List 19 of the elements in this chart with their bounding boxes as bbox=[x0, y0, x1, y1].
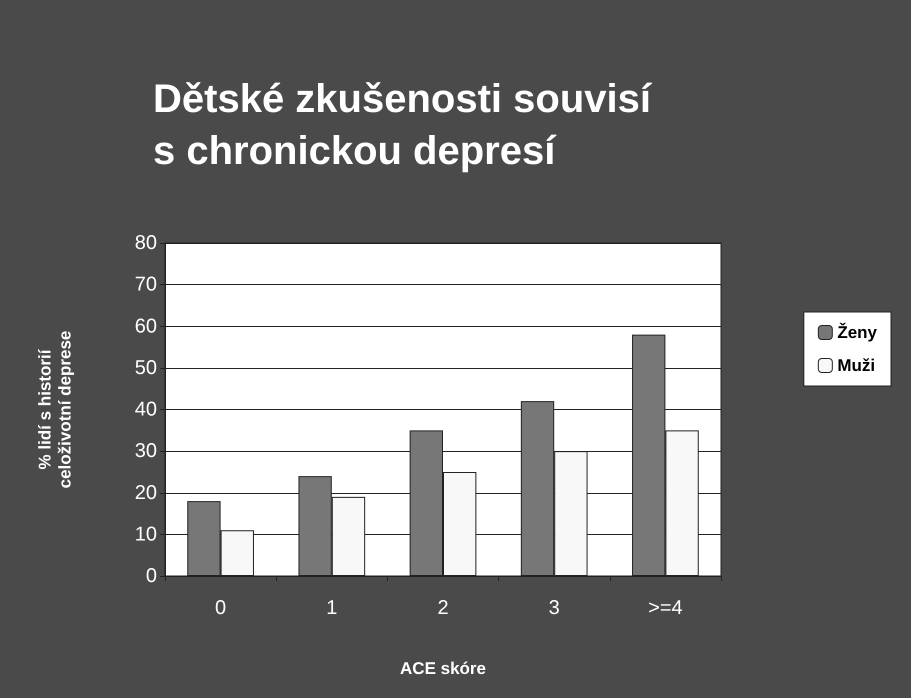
y-tick-label: 50 bbox=[134, 356, 157, 379]
legend-label: Muži bbox=[837, 356, 876, 375]
y-tick-label: 20 bbox=[134, 482, 157, 504]
y-tick-label: 70 bbox=[134, 274, 157, 296]
y-axis-title: % lidí s historií celoživotní deprese bbox=[36, 330, 74, 488]
x-axis-title: ACE skóre bbox=[400, 659, 486, 678]
y-tick-label: 60 bbox=[134, 315, 157, 338]
x-tick-label: 0 bbox=[215, 597, 226, 619]
y-tick-label: 0 bbox=[146, 565, 157, 587]
x-tick-label: >=4 bbox=[648, 597, 683, 619]
y-tick-label: 10 bbox=[134, 523, 157, 546]
y-tick-label: 30 bbox=[134, 440, 157, 462]
y-tick-label: 40 bbox=[134, 398, 157, 420]
y-tick-label: 80 bbox=[134, 232, 157, 254]
x-tick-label: 2 bbox=[437, 597, 449, 619]
x-tick-label: 3 bbox=[548, 597, 560, 619]
x-tick-label: 1 bbox=[326, 597, 338, 619]
legend-label: Ženy bbox=[837, 322, 878, 342]
chart-title: Dětské zkušenosti souvisí s chronickou depresí bbox=[153, 77, 653, 173]
